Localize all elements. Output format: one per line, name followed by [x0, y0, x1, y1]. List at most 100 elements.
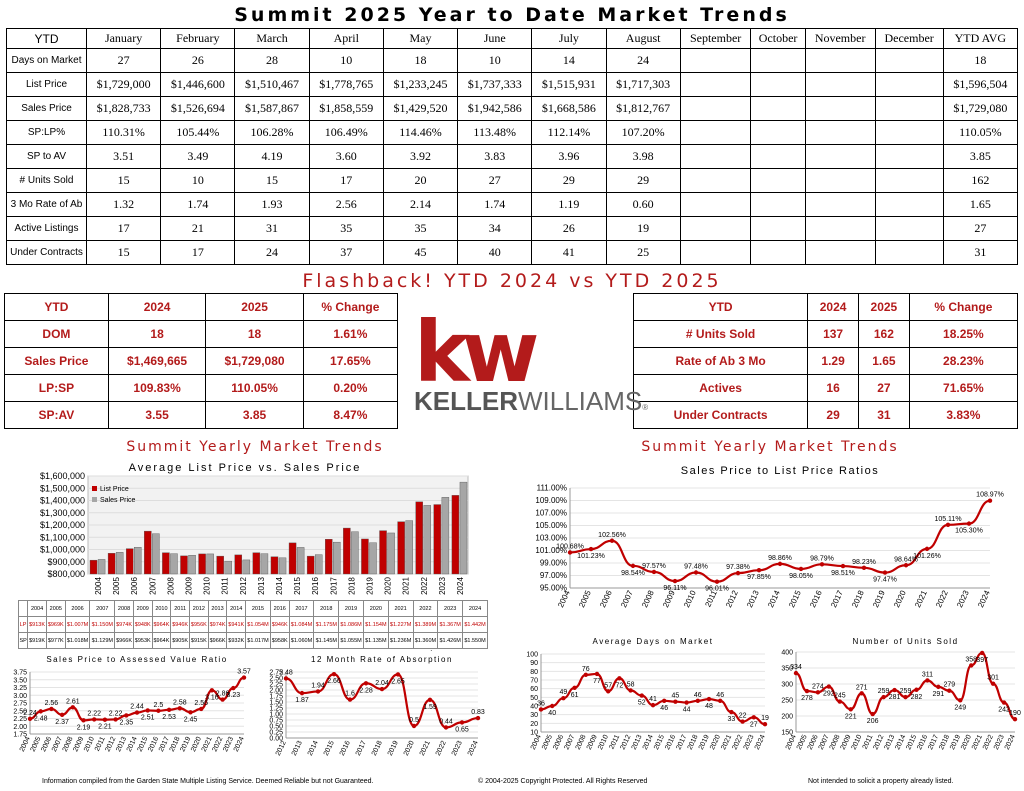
footer-center: © 2004-2025 Copyright Protected. All Rig…: [478, 778, 648, 785]
data-label: 1.59: [423, 704, 437, 711]
ytd-cell: [679, 240, 752, 265]
data-point: [156, 708, 161, 713]
ytd-cell: 35: [382, 216, 459, 241]
y-tick-label: $800,000: [47, 569, 85, 579]
ytd-cell: [750, 216, 806, 241]
data-label: 97.38%: [726, 564, 750, 571]
data-point: [706, 696, 712, 702]
ytd-cell: 162: [942, 168, 1019, 193]
y-tick-label: 3.75: [13, 670, 27, 677]
compare-right-row: Rate of Ab 3 Mo 1.29 1.65 28.23%: [632, 347, 1019, 375]
data-point: [673, 699, 678, 704]
y-tick-label: 2.25: [269, 682, 283, 689]
ytd-cell: 0.60: [605, 192, 681, 217]
value-table-cell: 2021: [387, 600, 414, 617]
x-tick-label: 2015: [293, 577, 302, 595]
ytd-cell: 35: [308, 216, 384, 241]
data-label: 52: [638, 700, 646, 707]
ytd-header-cell: June: [457, 28, 533, 49]
compare-right-cell: 1.29: [807, 347, 859, 375]
bar-sales-price: [314, 554, 323, 575]
data-point: [395, 672, 401, 677]
ytd-table: YTD January February March April May June July A…: [6, 28, 1019, 265]
data-label: 100.68%: [556, 544, 584, 551]
compare-table-left: YTD 2024 2025% Change DOM 18 18 1.61% Sales Pri…: [4, 293, 399, 429]
ytd-cell: 20: [382, 168, 459, 193]
ytd-cell: 2.56: [308, 192, 384, 217]
data-label: 105.11%: [934, 516, 961, 523]
data-point: [594, 671, 600, 677]
page-title: Summit 2025 Year to Date Market Trends: [234, 4, 790, 26]
y-tick-label: 90: [530, 660, 538, 667]
data-point: [145, 708, 150, 713]
ytd-cell: $1,429,520: [382, 96, 459, 121]
ytd-header-cell: August: [605, 28, 681, 49]
ytd-cell: [679, 192, 752, 217]
data-label: 279: [943, 682, 955, 689]
bar-sales-price: [405, 520, 413, 575]
ytd-cell: [874, 240, 944, 265]
data-point: [840, 563, 846, 569]
ytd-cell: # Units Sold: [6, 168, 87, 193]
ytd-cell: $1,596,504: [942, 72, 1019, 97]
ytd-cell: 25: [605, 240, 681, 265]
data-label: 2.04: [375, 680, 389, 687]
y-tick-label: 3.50: [13, 677, 27, 684]
value-table-cell: $1.135M: [362, 632, 389, 649]
ytd-cell: [874, 120, 944, 145]
y-tick-label: 1.75: [13, 732, 27, 739]
ytd-cell: 112.14%: [531, 120, 607, 145]
ytd-cell: 3.92: [382, 144, 459, 169]
compare-left-cell: 18: [107, 320, 207, 348]
ytd-cell: $1,515,931: [531, 72, 607, 97]
value-table-cell: 2005: [45, 600, 66, 617]
bar-sales-price: [333, 541, 341, 575]
compare-right-cell: 28.23%: [908, 347, 1019, 375]
ytd-cell: 18: [382, 48, 459, 73]
value-table-cell: $1.084M: [288, 616, 315, 633]
data-label: 97.48%: [684, 564, 708, 571]
data-point: [947, 688, 952, 693]
ytd-row: List Price $1,729,000 $1,446,600 $1,510,467…: [6, 72, 1019, 97]
y-tick-label: 80: [530, 669, 538, 676]
x-tick-label: 2008: [640, 589, 656, 609]
compare-right-cell: # Units Sold: [632, 320, 809, 348]
ytd-cell: 26: [160, 48, 236, 73]
data-point: [903, 563, 909, 568]
ytd-cell: [679, 168, 752, 193]
days-on-market-line-chart: Average Days on Market102030405060708090…: [526, 637, 769, 751]
value-table-cell: $953K: [132, 632, 153, 649]
y-tick-label: 200: [781, 714, 793, 721]
ytd-cell: 1.32: [85, 192, 162, 217]
value-table-cell: $1.175M: [313, 616, 340, 633]
y-tick-label: $900,000: [47, 557, 85, 567]
ytd-row: Sales Price $1,828,733 $1,526,694 $1,587,86…: [6, 96, 1019, 121]
y-tick-label: 100: [526, 652, 538, 659]
ytd-cell: 1.74: [160, 192, 236, 217]
ytd-cell: 110.05%: [942, 120, 1019, 145]
x-tick-label: 2020: [384, 577, 393, 595]
x-tick-label: 2016: [808, 589, 824, 609]
x-tick-label: 2024: [754, 734, 767, 751]
compare-left-row: LP:SP 109.83% 110.05% 0.20%: [4, 374, 399, 402]
ytd-cell: [679, 96, 752, 121]
data-label: 2.56: [45, 700, 59, 707]
list-sales-value-table: 2004 2005 2006 2007 2008 2009 2010 2011 2012 2013…: [17, 600, 488, 649]
y-tick-label: 111.00%: [537, 484, 567, 493]
legend-label: List Price: [100, 486, 129, 493]
logo-reg: ®: [642, 403, 649, 412]
logo-brand: KELLERWILLIAMS®: [414, 386, 648, 417]
bar-list-price: [107, 553, 116, 575]
ytd-cell: [804, 72, 876, 97]
data-point: [220, 697, 225, 702]
ytd-cell: 10: [308, 48, 384, 73]
y-tick-label: 2.50: [13, 708, 27, 715]
data-point: [331, 671, 337, 677]
x-tick-label: 2014: [307, 740, 320, 757]
ytd-row: # Units Sold 15 10 15 17 20 27 29 29 162: [6, 168, 1019, 193]
data-point: [299, 690, 305, 696]
list-vs-sales-bar-chart: Average List Price vs. Sales Price $800,0…: [40, 462, 469, 595]
ytd-header-cell: YTD: [6, 28, 87, 49]
data-point: [798, 566, 804, 572]
data-label: 2.56: [194, 700, 208, 707]
